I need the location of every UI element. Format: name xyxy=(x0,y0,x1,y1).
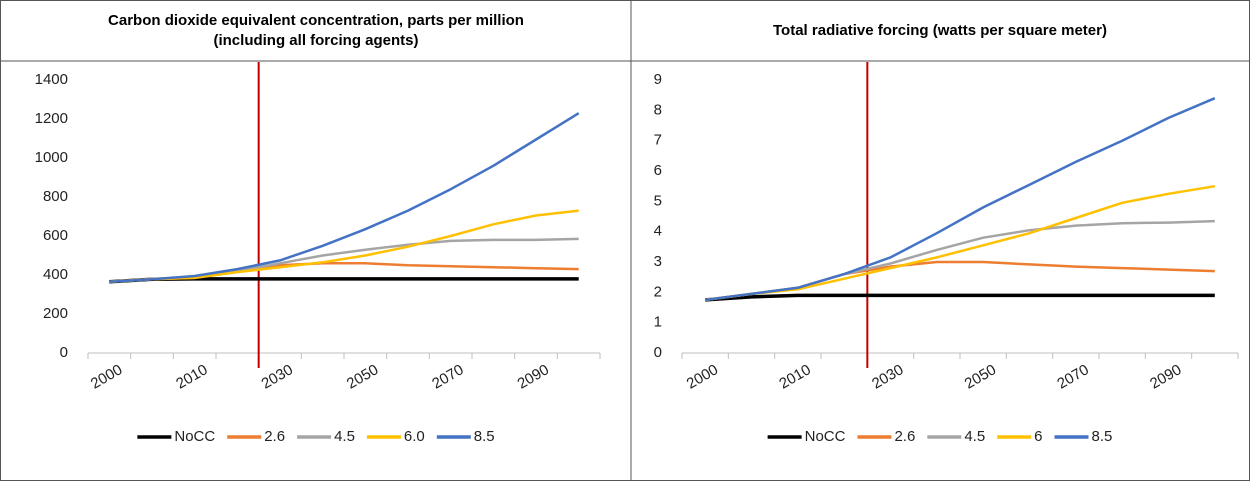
legend-label: 8.5 xyxy=(474,428,495,445)
series-line xyxy=(705,293,1215,302)
y-tick-label: 1400 xyxy=(35,71,68,88)
legend-label: 4.5 xyxy=(964,428,985,445)
chart-title: (including all forcing agents) xyxy=(213,32,418,49)
y-tick-label: 200 xyxy=(43,305,68,322)
y-tick-label: 8 xyxy=(654,101,662,118)
y-tick-label: 2 xyxy=(654,283,662,300)
x-tick-label: 2030 xyxy=(259,361,296,392)
legend-label: 2.6 xyxy=(894,428,915,445)
y-tick-label: 0 xyxy=(654,344,662,361)
legend-label: 6.0 xyxy=(404,428,425,445)
x-tick-label: 2050 xyxy=(344,361,381,392)
chart-title: Carbon dioxide equivalent concentration,… xyxy=(108,12,524,29)
y-tick-label: 1000 xyxy=(35,149,68,166)
chart-title: Total radiative forcing (watts per squar… xyxy=(773,22,1107,39)
x-tick-label: 2090 xyxy=(515,361,552,392)
x-tick-label: 2000 xyxy=(684,361,721,392)
x-tick-label: 2010 xyxy=(776,361,813,392)
x-tick-label: 2070 xyxy=(429,361,466,392)
legend: NoCC 2.6 4.5 6 8.5 xyxy=(767,428,1113,445)
y-tick-label: 1200 xyxy=(35,110,68,127)
y-tick-label: 0 xyxy=(60,344,68,361)
legend-label: 2.6 xyxy=(264,428,285,445)
legend-label: 8.5 xyxy=(1092,428,1113,445)
y-tick-label: 400 xyxy=(43,266,68,283)
x-tick-label: 2030 xyxy=(869,361,906,392)
series-line xyxy=(109,209,579,284)
x-tick-label: 2090 xyxy=(1147,361,1184,392)
x-tick-label: 2010 xyxy=(173,361,210,392)
series-line xyxy=(705,97,1216,302)
legend-label: NoCC xyxy=(805,428,846,445)
y-tick-label: 3 xyxy=(654,253,662,270)
x-tick-label: 2070 xyxy=(1054,361,1091,392)
legend-label: 4.5 xyxy=(334,428,355,445)
series-line xyxy=(109,237,579,284)
legend-label: NoCC xyxy=(174,428,215,445)
x-tick-label: 2000 xyxy=(88,361,125,392)
series-line xyxy=(109,112,580,284)
y-tick-label: 7 xyxy=(654,132,662,149)
y-tick-label: 6 xyxy=(654,162,662,179)
y-tick-label: 4 xyxy=(654,223,662,240)
y-tick-label: 600 xyxy=(43,227,68,244)
y-tick-label: 5 xyxy=(654,192,662,209)
x-tick-label: 2050 xyxy=(962,361,999,392)
y-tick-label: 9 xyxy=(654,71,662,88)
y-tick-label: 800 xyxy=(43,188,68,205)
legend: NoCC 2.6 4.5 6.0 8.5 xyxy=(137,428,495,445)
y-tick-label: 1 xyxy=(654,314,662,331)
legend-label: 6 xyxy=(1034,428,1042,445)
series-line xyxy=(705,219,1215,302)
